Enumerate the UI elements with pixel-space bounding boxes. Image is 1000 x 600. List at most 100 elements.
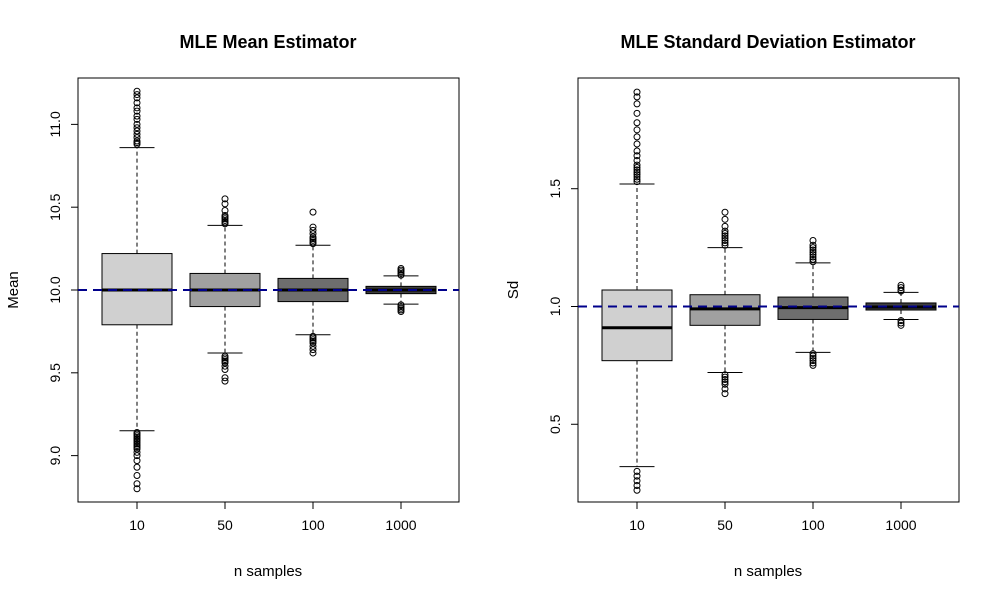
outlier-point [133,480,141,488]
outlier-point [721,208,729,216]
y-axis-mean: 9.0 9.5 10.0 10.5 11.0 [47,111,78,465]
outlier-point [309,342,317,350]
box-body [601,289,673,362]
panel-sd: MLE Standard Deviation Estimator n sampl… [505,32,960,580]
outlier-point [897,317,905,325]
outlier-point [721,380,729,388]
outlier-point [133,91,141,99]
outlier-point [809,246,817,254]
box-50 [689,208,761,398]
outlier-point [633,152,641,160]
outlier-point [721,215,729,223]
y-tick-label: 1.0 [547,297,563,317]
outlier-point [809,253,817,261]
boxes-sd [601,88,937,494]
x-axis-label-sd: n samples [734,563,802,580]
outlier-point [721,222,729,230]
x-tick-label: 10 [129,517,145,533]
outlier-point [133,472,141,479]
outlier-point [133,107,141,115]
outlier-point [809,350,817,358]
outlier-point [133,94,141,102]
outlier-point [809,361,817,369]
y-tick-label: 11.0 [47,111,63,137]
outlier-point [397,301,405,309]
y-tick-label: 10.5 [47,193,63,220]
x-axis-mean: 10 50 100 1000 [129,502,417,533]
x-axis-sd: 10 50 100 1000 [629,502,917,533]
outlier-point [897,284,905,292]
outlier-point [133,104,141,112]
outlier-point [221,207,229,214]
outlier-point [721,229,729,237]
outlier-point [633,126,641,134]
outlier-point [721,385,729,393]
y-axis-sd: 0.5 1.0 1.5 [547,179,578,434]
outlier-point [633,119,641,127]
outlier-point [309,332,317,340]
outlier-point [721,234,729,242]
outlier-point [633,171,641,179]
outlier-point [897,281,905,289]
plot-frame-sd [577,77,960,503]
x-axis-label-mean: n samples [234,563,302,580]
y-axis-label-mean: Mean [5,271,22,309]
outlier-point [633,166,641,174]
outlier-point [809,354,817,362]
outlier-point [133,87,141,95]
outlier-point [633,156,641,164]
outlier-point [897,286,905,294]
outlier-point [397,264,405,272]
outlier-point [721,376,729,384]
box-10 [601,88,673,494]
outlier-point [221,195,229,203]
box-100 [277,208,349,357]
x-tick-label: 1000 [385,517,416,533]
outlier-point [633,164,641,172]
outlier-point [309,226,317,234]
outlier-point [221,366,229,373]
y-tick-label: 1.5 [547,179,563,199]
outlier-point [633,88,641,96]
outlier-point [809,255,817,263]
outlier-point [809,237,817,245]
outlier-point [133,452,141,460]
outlier-point [721,378,729,386]
outlier-point [809,258,817,266]
outlier-point [633,482,641,490]
box-100 [777,237,849,369]
outlier-point [809,251,817,259]
outlier-point [221,362,229,370]
outlier-point [133,485,141,493]
chart-title-sd: MLE Standard Deviation Estimator [620,32,915,52]
outlier-point [633,140,641,148]
outlier-point [133,137,141,145]
outlier-point [309,208,317,216]
x-tick-label: 100 [801,517,825,533]
outlier-point [721,237,729,245]
outlier-point [809,244,817,252]
outlier-point [133,115,141,123]
outlier-point [633,486,641,494]
outlier-point [809,248,817,256]
y-tick-label: 10.0 [47,276,63,303]
outlier-point [633,133,641,141]
outlier-point [133,457,141,465]
x-tick-label: 100 [301,517,325,533]
outlier-point [309,346,317,354]
outlier-point [721,241,729,249]
x-tick-label: 10 [629,517,645,533]
outlier-point [133,130,141,138]
outlier-point [633,147,641,155]
outlier-point [309,223,317,231]
outlier-point [633,477,641,485]
x-tick-label: 1000 [885,517,916,533]
outlier-point [221,377,229,385]
outlier-point [633,175,641,183]
outlier-point [309,233,317,241]
outlier-point [633,178,641,186]
outlier-point [721,227,729,235]
outlier-point [133,112,141,120]
outlier-point [897,319,905,327]
outlier-point [133,99,141,107]
